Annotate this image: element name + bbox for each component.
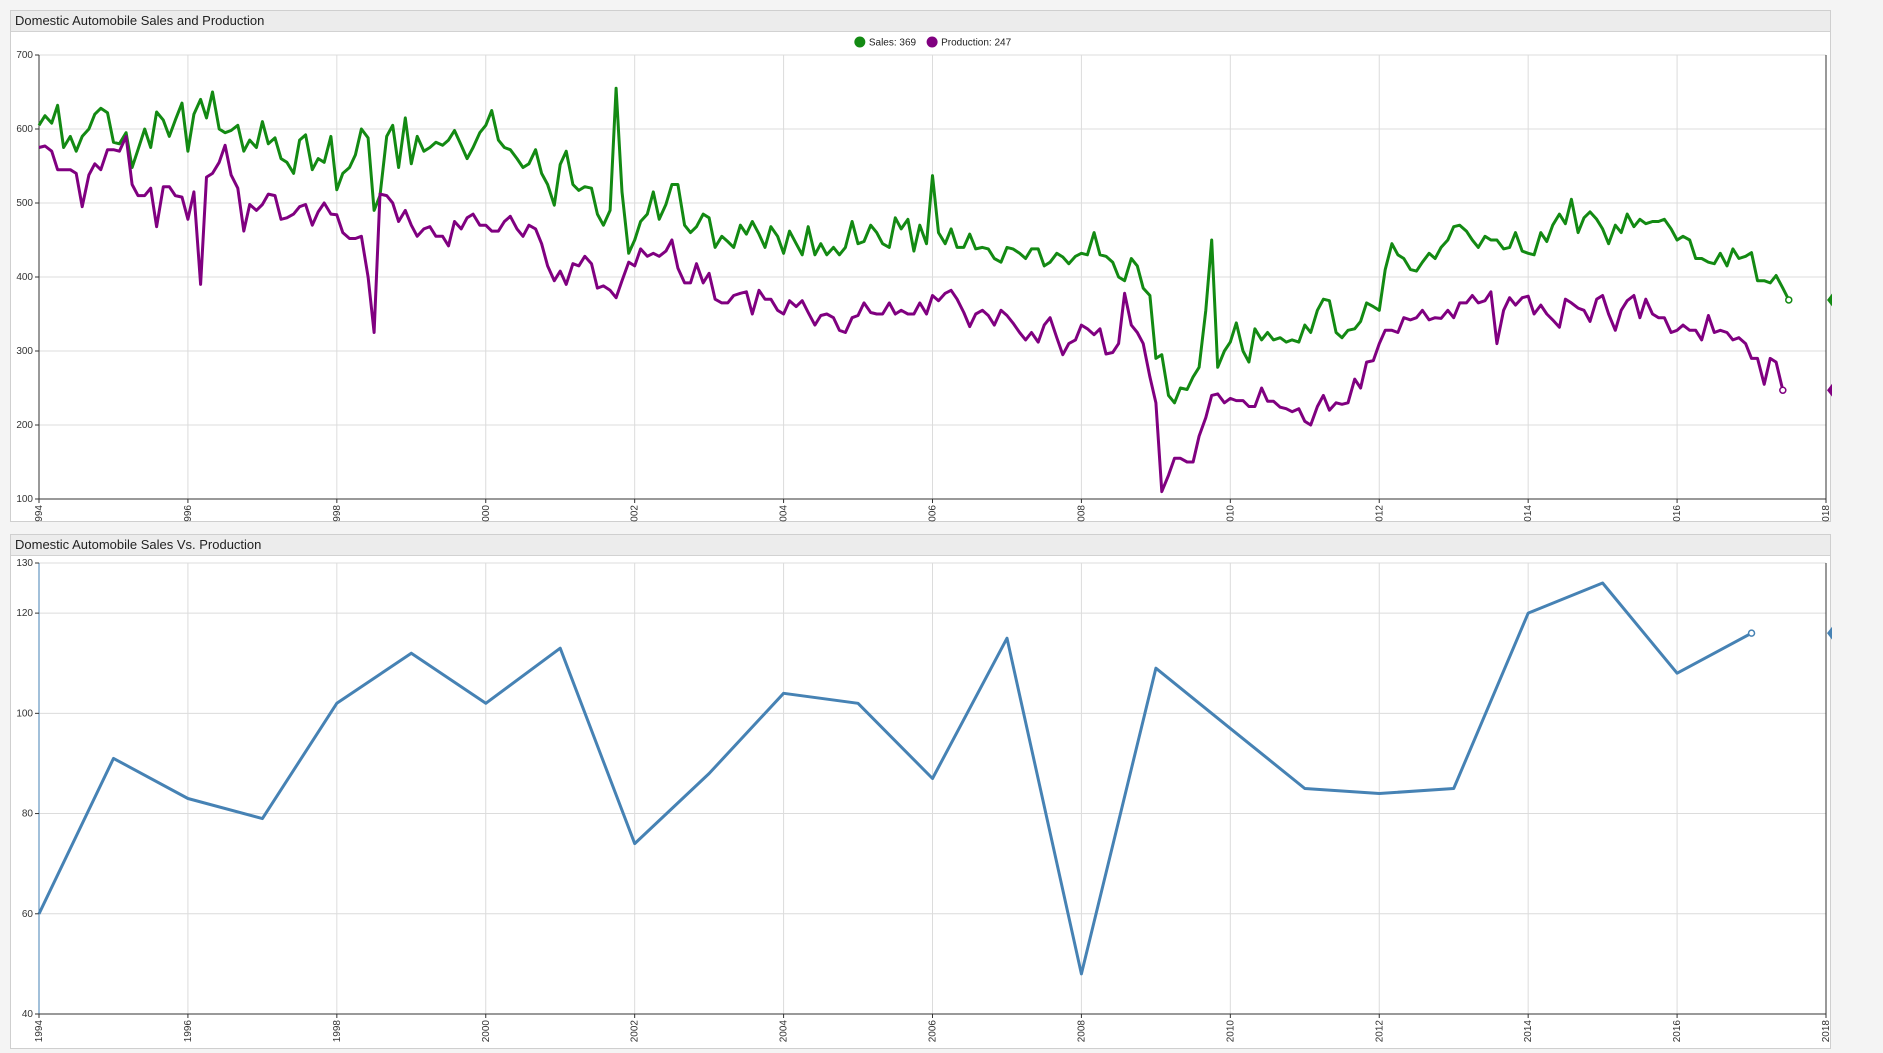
x-tick-label: 2018 bbox=[1821, 505, 1832, 522]
value-badge: 247 bbox=[1827, 383, 1832, 397]
x-tick-label: 2012 bbox=[1374, 505, 1385, 522]
legend-item[interactable]: Sales: 369 bbox=[854, 36, 917, 49]
x-tick-label: 2008 bbox=[1076, 505, 1087, 522]
y-tick-label: 600 bbox=[16, 124, 33, 135]
x-tick-label: 2000 bbox=[481, 505, 492, 522]
sales-vs-production-panel: Domestic Automobile Sales Vs. Production… bbox=[10, 534, 1832, 1049]
series-end-point bbox=[1747, 629, 1756, 637]
x-tick-label: 1994 bbox=[34, 1020, 45, 1043]
y-tick-label: 700 bbox=[16, 50, 33, 61]
y-tick-label: 500 bbox=[16, 198, 33, 209]
series-0 bbox=[37, 581, 1756, 976]
x-tick-label: 1998 bbox=[332, 1020, 343, 1043]
sales-vs-production-chart[interactable]: 40 60 80 100 120 130 1994 1996 1998 2000 2002 2004 2… bbox=[11, 556, 1832, 1049]
y-tick-label: 60 bbox=[22, 909, 34, 920]
x-tick-label: 2008 bbox=[1076, 1020, 1087, 1043]
legend-swatch bbox=[854, 36, 866, 48]
value-badge: 116 bbox=[1827, 626, 1832, 640]
legend-label: Sales: 369 bbox=[869, 38, 917, 49]
legend-item[interactable]: Production: 247 bbox=[926, 36, 1012, 49]
grid bbox=[38, 562, 1827, 1015]
series-end-point bbox=[1785, 296, 1793, 304]
x-tick-label: 1996 bbox=[183, 1020, 194, 1043]
value-badge-shape bbox=[1827, 293, 1832, 307]
x-tick-label: 2010 bbox=[1225, 505, 1236, 522]
x-tick-label: 2006 bbox=[928, 1020, 939, 1043]
x-tick-label: 2014 bbox=[1523, 505, 1534, 522]
x-tick-label: 2016 bbox=[1672, 505, 1683, 522]
x-tick-label: 2002 bbox=[630, 505, 641, 522]
y-tick-label: 40 bbox=[22, 1009, 34, 1020]
y-tick-label: 100 bbox=[16, 708, 33, 719]
series-line bbox=[38, 134, 1785, 494]
y-tick-label: 100 bbox=[16, 494, 33, 505]
series-line bbox=[37, 581, 1753, 976]
sales-production-chart[interactable]: 100 200 300 400 500 600 700 1994 1996 1998 2000 200… bbox=[11, 32, 1832, 522]
y-tick-label: 130 bbox=[16, 558, 33, 569]
chart-title: Domestic Automobile Sales Vs. Production bbox=[11, 535, 1830, 556]
y-tick-label: 400 bbox=[16, 272, 33, 283]
x-tick-label: 1994 bbox=[34, 505, 45, 522]
value-badge-shape bbox=[1827, 626, 1832, 640]
y-tick-label: 120 bbox=[16, 608, 33, 619]
x-tick-label: 2012 bbox=[1374, 1020, 1385, 1043]
series-0 bbox=[37, 86, 1793, 405]
grid bbox=[38, 54, 1827, 500]
x-tick-label: 2018 bbox=[1821, 1020, 1832, 1043]
series-end-point bbox=[1779, 386, 1787, 394]
x-tick-label: 2010 bbox=[1225, 1020, 1236, 1043]
legend-swatch bbox=[926, 36, 938, 48]
legend-label: Production: 247 bbox=[941, 38, 1011, 49]
legend: Sales: 369 Production: 247 bbox=[854, 36, 1012, 49]
x-tick-label: 2004 bbox=[779, 505, 790, 522]
x-tick-label: 2000 bbox=[481, 1020, 492, 1043]
y-tick-label: 200 bbox=[16, 420, 33, 431]
x-tick-label: 1998 bbox=[332, 505, 343, 522]
x-tick-label: 1996 bbox=[183, 505, 194, 522]
value-badge: 369 bbox=[1827, 293, 1832, 307]
value-badge-shape bbox=[1827, 383, 1832, 397]
x-tick-label: 2004 bbox=[779, 1020, 790, 1043]
x-tick-label: 2016 bbox=[1672, 1020, 1683, 1043]
series-1 bbox=[38, 134, 1787, 494]
x-tick-label: 2014 bbox=[1523, 1020, 1534, 1043]
y-tick-label: 300 bbox=[16, 346, 33, 357]
x-tick-label: 2006 bbox=[928, 505, 939, 522]
x-tick-label: 2002 bbox=[630, 1020, 641, 1043]
y-tick-label: 80 bbox=[22, 809, 34, 820]
chart-title: Domestic Automobile Sales and Production bbox=[11, 11, 1830, 32]
sales-production-panel: Domestic Automobile Sales and Production… bbox=[10, 10, 1832, 522]
series-line bbox=[37, 86, 1791, 405]
